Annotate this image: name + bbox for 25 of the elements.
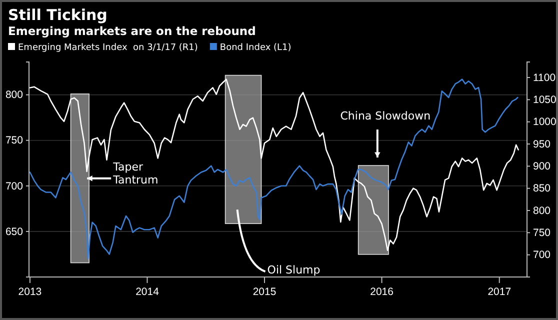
- legend-label: Emerging Markets Index on 3/1/17 (R1): [18, 43, 198, 53]
- x-tick-label: 2017: [488, 286, 512, 298]
- y2-tick-label: 750: [533, 227, 551, 240]
- chart-subtitle: Emerging markets are on the rebound: [8, 24, 256, 38]
- x-tick-label: 2013: [18, 286, 42, 298]
- y2-tick-label: 700: [533, 249, 551, 262]
- y-tick-label: 750: [5, 134, 24, 147]
- y2-tick-label: 950: [533, 138, 551, 150]
- band-label: China Slowdown: [340, 110, 431, 122]
- y2-tick-label: 850: [533, 182, 551, 195]
- y2-tick-label: 1050: [533, 94, 557, 106]
- legend-label: Bond Index (L1): [220, 43, 292, 53]
- y2-tick-label: 1000: [533, 116, 557, 128]
- y-tick-label: 700: [5, 180, 24, 192]
- y-tick-label: 650: [5, 226, 24, 238]
- x-tick-label: 2016: [370, 286, 394, 298]
- y2-tick-label: 900: [533, 160, 551, 173]
- band-label: Taper Tantrum: [112, 160, 158, 186]
- y-tick-label: 800: [5, 89, 24, 102]
- x-tick-label: 2014: [136, 286, 160, 298]
- y2-tick-label: 1100: [533, 72, 556, 84]
- y2-tick-label: 800: [533, 204, 551, 217]
- x-tick-label: 2015: [252, 286, 276, 298]
- chart-title: Still Ticking: [8, 6, 108, 24]
- band-label: Oil Slump: [267, 264, 320, 277]
